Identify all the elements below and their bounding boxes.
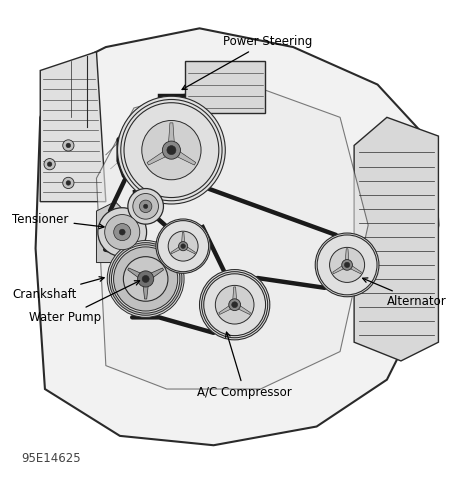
- Circle shape: [63, 140, 74, 151]
- Circle shape: [133, 193, 158, 219]
- Polygon shape: [346, 249, 349, 261]
- Circle shape: [342, 259, 353, 270]
- Circle shape: [204, 274, 265, 335]
- Circle shape: [123, 256, 168, 301]
- Circle shape: [105, 215, 140, 249]
- Polygon shape: [354, 117, 438, 361]
- Circle shape: [142, 275, 149, 282]
- Circle shape: [63, 177, 74, 188]
- Text: Alternator: Alternator: [363, 278, 447, 308]
- Polygon shape: [237, 305, 251, 315]
- Circle shape: [114, 247, 178, 311]
- Polygon shape: [349, 265, 362, 274]
- Circle shape: [114, 224, 131, 241]
- Circle shape: [109, 243, 182, 315]
- Circle shape: [163, 141, 181, 159]
- Circle shape: [139, 200, 152, 213]
- Circle shape: [47, 162, 52, 166]
- Text: 95E14625: 95E14625: [21, 452, 81, 465]
- Polygon shape: [182, 233, 185, 243]
- Circle shape: [329, 248, 365, 282]
- Polygon shape: [149, 268, 164, 279]
- Circle shape: [168, 231, 198, 261]
- Text: Water Pump: Water Pump: [28, 281, 139, 324]
- Text: Power Steering: Power Steering: [182, 35, 312, 89]
- Circle shape: [44, 159, 55, 170]
- Circle shape: [201, 272, 268, 338]
- Polygon shape: [97, 202, 125, 262]
- Circle shape: [66, 180, 71, 185]
- Circle shape: [229, 299, 241, 311]
- Circle shape: [179, 242, 188, 250]
- Circle shape: [128, 188, 164, 224]
- Circle shape: [232, 302, 237, 308]
- Circle shape: [98, 208, 146, 256]
- Polygon shape: [185, 247, 195, 253]
- Circle shape: [142, 120, 201, 180]
- Polygon shape: [233, 287, 237, 301]
- Text: Tensioner: Tensioner: [12, 213, 104, 229]
- Circle shape: [345, 262, 350, 267]
- Circle shape: [215, 285, 254, 324]
- FancyBboxPatch shape: [185, 61, 265, 113]
- Circle shape: [107, 241, 184, 318]
- Polygon shape: [143, 284, 148, 299]
- Polygon shape: [36, 28, 438, 445]
- Polygon shape: [219, 305, 232, 315]
- Circle shape: [137, 271, 154, 287]
- Polygon shape: [171, 247, 181, 253]
- Circle shape: [111, 245, 180, 313]
- Circle shape: [66, 143, 71, 148]
- Circle shape: [121, 99, 222, 201]
- Circle shape: [144, 204, 148, 208]
- Text: A/C Compressor: A/C Compressor: [197, 332, 292, 399]
- Text: Crankshaft: Crankshaft: [12, 277, 104, 301]
- Polygon shape: [128, 268, 142, 279]
- Circle shape: [317, 235, 377, 295]
- Circle shape: [157, 221, 209, 272]
- Polygon shape: [40, 52, 106, 202]
- Polygon shape: [333, 265, 345, 274]
- Polygon shape: [147, 151, 167, 165]
- Polygon shape: [168, 123, 174, 144]
- Circle shape: [156, 219, 210, 273]
- Circle shape: [181, 244, 185, 248]
- Circle shape: [315, 233, 379, 297]
- Polygon shape: [175, 151, 196, 165]
- Circle shape: [167, 146, 176, 155]
- Polygon shape: [97, 80, 368, 389]
- Circle shape: [119, 229, 125, 235]
- Circle shape: [118, 96, 225, 204]
- Circle shape: [200, 269, 270, 340]
- Circle shape: [124, 103, 219, 197]
